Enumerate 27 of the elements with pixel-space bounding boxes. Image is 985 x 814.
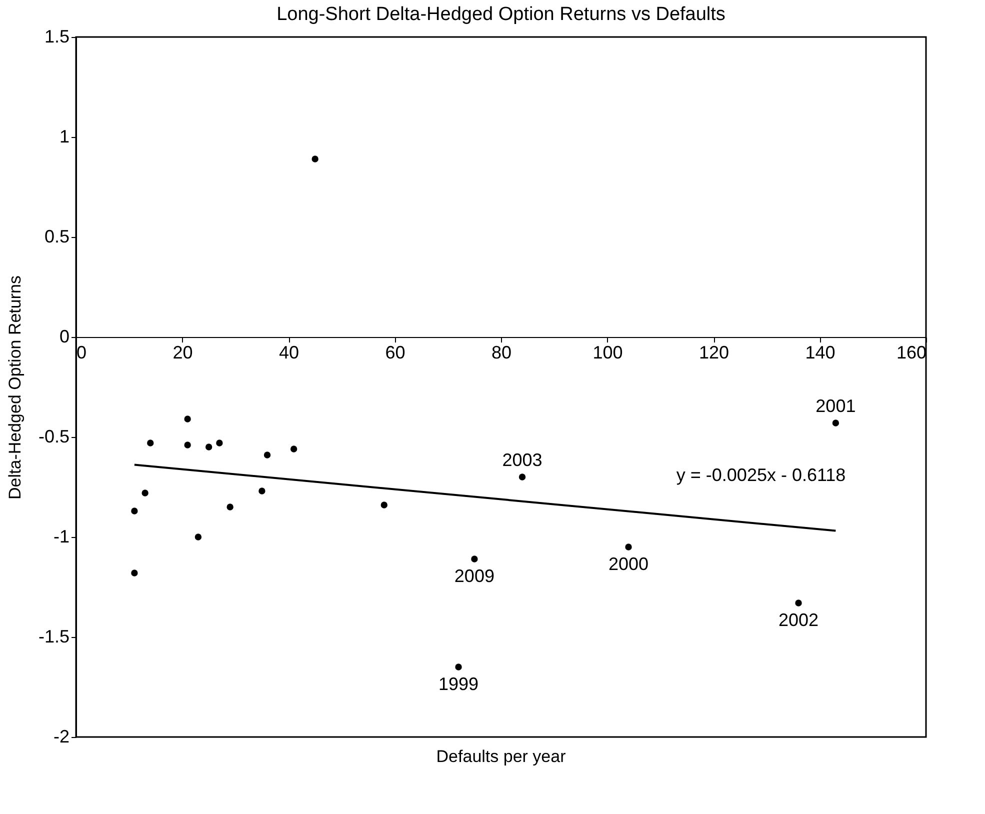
x-tick-label: 140: [805, 342, 836, 362]
y-tick-label: 0.5: [44, 226, 70, 246]
x-axis-title: Defaults per year: [436, 747, 566, 766]
y-tick-label: -1: [53, 526, 70, 546]
chart-title: Long-Short Delta-Hedged Option Returns vs Defaults: [276, 4, 726, 25]
x-tick-label: 20: [172, 342, 193, 362]
x-tick-label: 100: [592, 342, 623, 362]
x-tick-label: 0: [76, 342, 87, 362]
annotation: 2009: [454, 566, 494, 586]
y-axis-title: Delta-Hedged Option Returns: [5, 276, 24, 500]
x-tick-label: 40: [278, 342, 300, 362]
annotation: y = -0.0025x - 0.6118: [676, 464, 846, 485]
x-tick-label: 60: [385, 342, 406, 362]
annotation: 2001: [816, 396, 856, 416]
annotation: 2003: [502, 450, 542, 470]
y-tick-label: -1.5: [38, 626, 70, 646]
y-tick-label: -0.5: [38, 426, 70, 446]
x-tick-label: 80: [491, 342, 512, 362]
annotation: 2000: [608, 554, 649, 574]
y-tick-label: 1.5: [44, 26, 70, 46]
x-tick-label: 160: [896, 342, 926, 362]
y-tick-label: 0: [59, 326, 70, 346]
x-tick-label: 120: [698, 342, 730, 362]
y-tick-label: 1: [59, 126, 70, 146]
annotation: 1999: [438, 674, 479, 694]
y-tick-label: -2: [53, 726, 70, 746]
annotation: 2002: [778, 610, 819, 630]
